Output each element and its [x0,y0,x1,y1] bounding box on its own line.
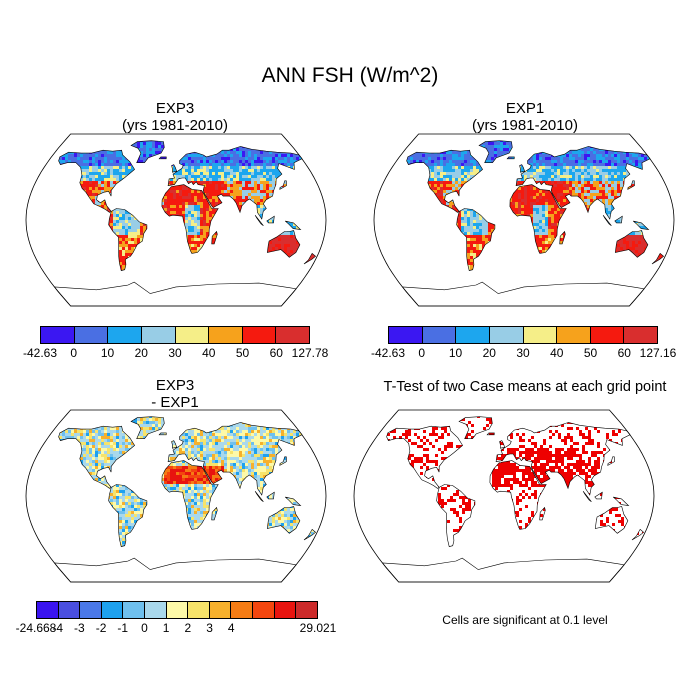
colorbar-tick-label: 2 [184,621,192,635]
colorbar-exp1 [388,326,658,344]
coastlines [53,416,317,583]
panel-title-ttest: T-Test of two Case means at each grid po… [383,379,667,395]
panel-title-exp1: EXP1 (yrs 1981-2010) [425,100,625,134]
colorbar-cell [209,327,243,343]
colorbar-tick-label: 127.78 [291,346,329,360]
panel-title-diff: EXP3 - EXP1 [75,377,275,411]
colorbar-tick-label: 50 [583,346,598,360]
colorbar-cell [41,327,75,343]
colorbar-exp1-labels: -42.63 0 10 20 30 40 50 60 127.16 [371,346,676,362]
colorbar-tick-label: 60 [617,346,631,360]
colorbar-cell [188,602,210,618]
colorbar-tick-label: -2 [95,621,107,635]
panel-title-exp3: EXP3 (yrs 1981-2010) [75,100,275,134]
colorbar-tick-label: 0 [70,346,78,360]
colorbar-diff-labels: -24.668 -4 -3 -2 -1 0 1 2 3 4 29.021 [16,621,337,637]
colorbar-cell [108,327,142,343]
colorbar-cell [231,602,254,618]
colorbar-cell [422,327,457,343]
colorbar-cell [590,327,625,343]
colorbar-tick-label: 40 [202,346,216,360]
colorbar-cell [557,327,591,343]
colorbar-tick-label: 4 [227,621,235,635]
colorbar-tick-label: -42.63 [22,346,58,360]
colorbar-tick-label: 3 [206,621,213,635]
map-exp1 [373,133,675,307]
colorbar-tick-label: 50 [235,346,250,360]
significance-note: Cells are significant at 0.1 level [442,613,608,627]
colorbar-cell [389,327,423,343]
colorbar-cell [274,602,297,618]
colorbar-cell [145,602,167,618]
colorbar-cell [166,602,189,618]
colorbar-tick-label: 127.16 [639,346,677,360]
colorbar-exp3-labels: -42.63 0 10 20 30 40 50 60 127.78 [23,346,328,362]
map-exp3-minus-exp1 [25,409,327,583]
figure-title: ANN FSH (W/m^2) [261,64,439,87]
colorbar-cell [489,327,524,343]
colorbar-tick-label: 60 [269,346,283,360]
colorbar-cell [58,602,81,618]
coastlines [381,416,645,583]
colorbar-tick-label: 30 [168,346,182,360]
panel-title-line1: EXP1 [505,100,545,117]
colorbar-tick-label: -4 [52,621,64,635]
colorbar-tick-label: -42.63 [370,346,406,360]
colorbar-tick-label: 10 [448,346,463,360]
colorbar-tick-label: 29.021 [299,621,337,635]
colorbar-cell [624,327,657,343]
colorbar-tick-label: 40 [550,346,564,360]
map-exp3 [25,133,327,307]
colorbar-tick-label: -1 [117,621,129,635]
colorbar-cell [523,327,558,343]
panel-title-line1: EXP3 [155,100,195,117]
colorbar-cell [276,327,309,343]
panel-title-line1: EXP3 [155,377,195,394]
colorbar-cell [456,327,490,343]
coastlines [401,140,665,307]
colorbar-cell [242,327,277,343]
panel-title-line2: (yrs 1981-2010) [122,117,228,134]
colorbar-tick-label: 0 [418,346,426,360]
colorbar-cell [175,327,210,343]
panel-title-line2: - EXP1 [151,394,199,411]
colorbar-cell [141,327,176,343]
panel-title-line2: (yrs 1981-2010) [472,117,578,134]
colorbar-exp3 [40,326,310,344]
colorbar-cell [80,602,102,618]
colorbar-tick-label: 10 [100,346,115,360]
colorbar-tick-label: 0 [141,621,148,635]
colorbar-diff [36,601,318,619]
colorbar-tick-label: 20 [134,346,148,360]
colorbar-cell [253,602,275,618]
colorbar-cell [123,602,146,618]
colorbar-cell [296,602,317,618]
colorbar-tick-label: 20 [482,346,496,360]
colorbar-cell [74,327,109,343]
colorbar-tick-label: 1 [162,621,170,635]
colorbar-tick-label: -3 [74,621,85,635]
colorbar-cell [209,602,232,618]
map-ttest-significance [353,409,655,583]
coastlines [53,140,317,307]
colorbar-tick-label: 30 [516,346,530,360]
colorbar-tick-label: -24.668 [15,621,57,635]
colorbar-cell [101,602,124,618]
colorbar-cell [37,602,59,618]
